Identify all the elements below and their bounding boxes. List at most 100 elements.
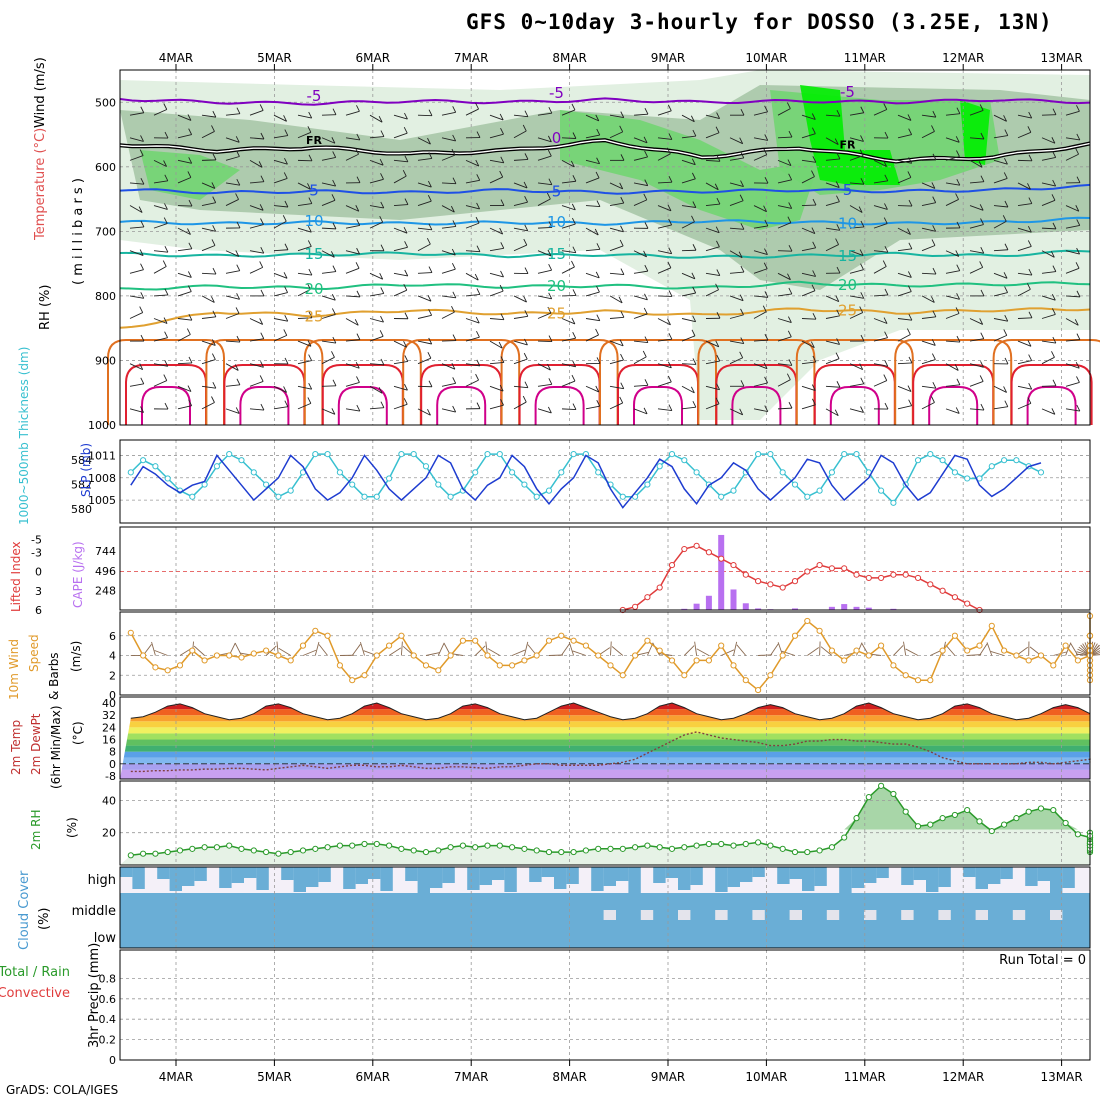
wind-barb-flag [715,340,720,347]
thickness-point [878,487,885,494]
panel-frame [119,69,1091,426]
wind-barb-flag [283,115,287,122]
wind-barb [921,402,935,410]
wind-barb [733,641,738,656]
thickness-point [545,487,553,494]
wind-barb [417,157,432,161]
wind-barb-flag [476,131,481,138]
wind-barb [585,385,599,393]
wind-barb-flag [812,198,817,206]
wind-barb [129,205,143,213]
thickness-point [693,469,700,476]
wind-barb-flag [692,129,697,137]
wind-barb-flag [930,296,935,303]
wind-barb [945,250,959,257]
wind-barb [777,379,791,387]
wind-barb [736,644,747,656]
wind-barb-flag [187,114,192,121]
wind-barb [154,650,168,656]
wind-barb-flag [138,206,143,213]
wind-barb-flag [594,228,599,236]
thickness-point [828,469,836,476]
wind-barb [585,334,599,342]
wind-barb-flag [332,222,337,230]
rh2m-point [914,823,922,830]
wind-barb-flag [259,104,264,111]
wind-barb [153,337,168,342]
cloud-high-cell [231,867,244,883]
cloud-high-cell [256,867,269,890]
cloud-high-cell [1037,867,1050,881]
wind-barb [177,334,191,342]
pressure-tick-label: 700 [95,225,116,238]
wind-barb [465,159,479,167]
wind-barb-flag [643,407,648,415]
rh2m-point [484,842,491,849]
isotherm-loop [518,364,601,425]
wind-barb-flag [716,112,720,119]
wind-barb [273,318,288,322]
wind-barb-flag [716,269,721,276]
wind-barb [753,339,768,342]
wind-barb [993,334,1007,342]
wind-barb [249,224,264,229]
wind-speed-point [447,652,454,659]
wind-barb-flag [380,358,385,366]
ylabel-minmax: (6hr Min/Max) [49,706,63,790]
wind-barb-flag [284,400,289,407]
isotherm-loop [894,339,1013,425]
wind-barb [314,641,320,656]
wind-barb [201,316,216,319]
wind-barb-flag [883,317,888,324]
temp-band [120,727,1090,734]
wind-barb-flag [236,378,241,386]
wind-barb [611,646,624,656]
temp-tick-label: 40 [102,697,116,710]
wind-barb-flag [692,201,697,208]
wind-barb [609,131,623,139]
wind-barb-flag [211,339,216,346]
thickness-point [140,457,147,464]
wind-barb-flag [860,135,864,142]
wind-barb-flag [524,195,528,203]
li-point [681,545,688,553]
wind-barb [234,642,242,656]
wind-barb [249,205,264,211]
wind-barb [705,403,720,410]
thickness-point [263,481,270,488]
wind-barb-flag [164,360,169,367]
wind-ylabels: 10m Wind Speed & Barbs (m/s) [7,634,83,700]
wind-barb [1041,313,1056,319]
wind-barb-flag [787,273,791,280]
wind-barb [993,385,1007,393]
wind-speed-point [939,647,946,654]
wind-barb-flag [860,177,865,185]
thickness-point [226,450,233,458]
cloud-high-cell [653,867,666,883]
wind-barb-flag [380,315,384,323]
wind-barb-flag [1076,333,1081,340]
wind-barb-flag [427,294,432,302]
temp-band [120,715,1090,722]
cloud-gap-cell [938,910,951,920]
cloud-level-label: middle [72,904,116,919]
wind-barb [345,267,360,274]
wind-barb [153,266,167,274]
wind-barb [129,182,144,185]
thickness-point [189,493,196,500]
wind-barb [537,198,551,206]
wind-barb [1065,295,1080,298]
thickness-point [964,475,971,482]
wind-barb [321,356,335,365]
wind-barb [321,137,336,144]
temp-tick-label: 32 [102,709,116,722]
isotherm-label: -5 [307,87,322,105]
wind-barb [873,223,888,229]
wind-barb [1065,153,1079,161]
cloud-high-cell [182,867,195,886]
cloud-high-cell [777,867,790,884]
wind-barb [1041,250,1055,258]
date-label-bottom: 11MAR [844,1070,886,1084]
wind-barb [321,313,336,319]
wind-barb-flag [740,380,745,387]
